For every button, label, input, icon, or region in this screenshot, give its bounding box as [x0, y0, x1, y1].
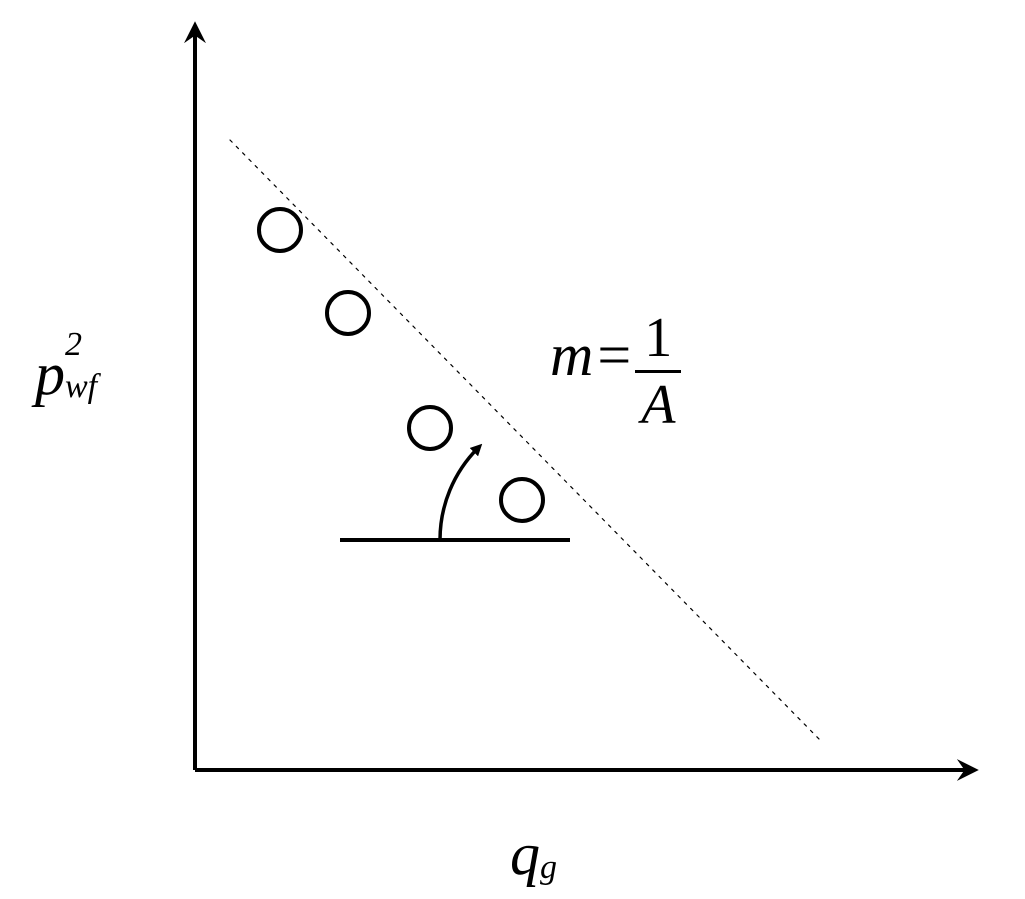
x-axis-label: qg — [510, 820, 557, 889]
diagram-svg — [0, 0, 1025, 899]
slope-denominator: A — [635, 373, 681, 433]
y-axis-label-base: p — [35, 341, 65, 407]
diagram-stage: p 2 wf qg m= 1 A — [0, 0, 1025, 899]
data-point-marker — [501, 479, 543, 521]
data-point-marker — [327, 292, 369, 334]
slope-equals-sign: = — [593, 322, 635, 388]
y-axis-label: p 2 wf — [35, 340, 119, 409]
slope-lhs: m — [550, 322, 593, 388]
slope-fraction: 1 A — [635, 310, 681, 433]
slope-numerator: 1 — [635, 310, 681, 370]
angle-arc — [440, 448, 478, 540]
data-point-marker — [259, 209, 301, 251]
y-axis-label-sup: 2 — [65, 326, 82, 363]
data-point-marker — [409, 407, 451, 449]
fit-line — [230, 140, 820, 740]
y-axis-label-sub: wf — [65, 368, 97, 406]
x-axis-label-sub: g — [540, 849, 557, 886]
x-axis-label-base: q — [510, 821, 540, 887]
slope-equation: m= 1 A — [550, 310, 681, 433]
